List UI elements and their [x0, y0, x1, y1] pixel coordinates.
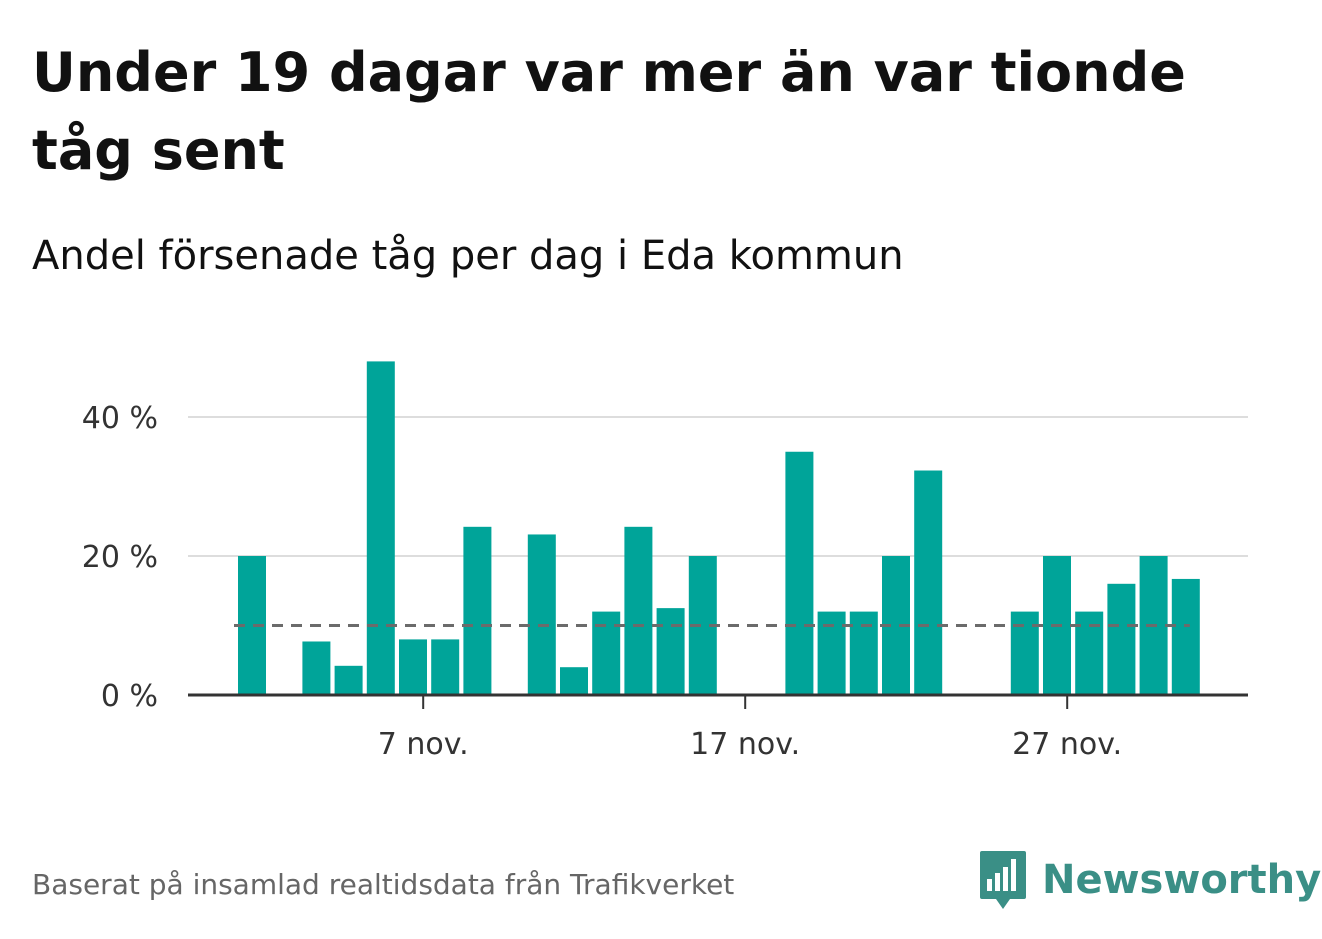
bar: [656, 608, 685, 695]
bars: [238, 361, 1200, 695]
bar: [1107, 583, 1136, 695]
chart-title: Under 19 dagar var mer än var tionde tåg…: [32, 41, 1186, 182]
y-tick-label: 20 %: [82, 540, 158, 575]
y-axis-labels: 0 % 20 % 40 %: [82, 401, 158, 714]
bar: [399, 639, 427, 695]
y-tick-label: 40 %: [82, 401, 158, 436]
x-axis-ticks: 7 nov. 17 nov. 27 nov.: [378, 695, 1122, 762]
bar: [914, 470, 943, 695]
brand-name: Newsworthy: [1042, 857, 1322, 903]
brand-logo: Newsworthy: [978, 848, 1321, 912]
chart-subtitle: Andel försenade tåg per dag i Eda kommun: [32, 233, 904, 279]
x-tick-label: 7 nov.: [378, 727, 469, 762]
bar: [624, 526, 653, 695]
bar-chart: 0 % 20 % 40 % 7 nov. 17 nov. 27 nov.: [82, 361, 1248, 762]
newsworthy-logo-icon: [980, 851, 1026, 909]
x-tick-label: 27 nov.: [1012, 727, 1122, 762]
bar: [431, 639, 460, 695]
bar: [560, 667, 588, 695]
x-tick-label: 17 nov.: [690, 727, 800, 762]
bar: [366, 361, 395, 695]
source-note: Baserat på insamlad realtidsdata från Tr…: [32, 868, 735, 901]
bar: [302, 641, 331, 695]
bar: [1171, 578, 1200, 695]
gridlines: [188, 416, 1248, 557]
y-tick-label: 0 %: [101, 679, 158, 714]
bar: [334, 665, 363, 695]
bar: [463, 526, 492, 695]
bar: [785, 451, 814, 695]
bar: [527, 534, 556, 695]
